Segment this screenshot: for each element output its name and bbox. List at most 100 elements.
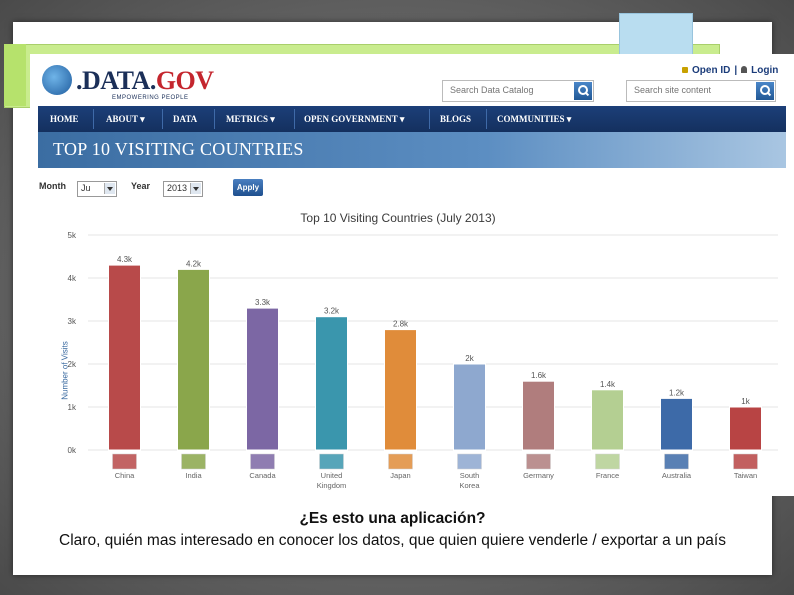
x-tick-label: Korea — [459, 481, 480, 490]
logo-wordmark: .DATA.GOV — [76, 66, 214, 96]
bar — [384, 329, 417, 451]
nav-blogs-label: BLOGS — [440, 114, 472, 124]
x-tick-label: Canada — [249, 471, 276, 480]
chevron-down-icon: ▾ — [270, 114, 275, 124]
bar — [453, 363, 486, 451]
flag-icon — [181, 453, 206, 470]
nav-communities[interactable]: COMMUNITIES ▾ — [497, 106, 571, 132]
flag-icon — [250, 453, 275, 470]
year-label: Year — [131, 181, 151, 191]
x-tick-label: India — [185, 471, 202, 480]
logo-tagline: EMPOWERING PEOPLE — [112, 95, 189, 101]
data-label: 2k — [465, 354, 474, 363]
nav-separator — [294, 109, 295, 129]
logo-dot: . — [76, 66, 83, 95]
user-icon — [741, 66, 748, 73]
slide-caption: ¿Es esto una aplicación? Claro, quién ma… — [13, 508, 772, 551]
data-label: 3.2k — [324, 307, 340, 316]
flag-icon — [595, 453, 620, 470]
flag-icon — [733, 453, 758, 470]
site-search-button[interactable] — [756, 82, 774, 100]
decorative-green-accent — [4, 44, 26, 106]
main-nav: HOME ABOUT ▾ DATA METRICS ▾ OPEN GOVERNM… — [38, 106, 786, 132]
bar — [108, 264, 141, 451]
visits-bar-chart: Top 10 Visiting Countries (July 2013) Nu… — [48, 206, 778, 496]
nav-blogs[interactable]: BLOGS — [440, 106, 471, 132]
site-search-box — [626, 80, 776, 102]
x-tick-label: France — [596, 471, 619, 480]
data-label: 1k — [741, 397, 750, 406]
nav-home-label: HOME — [50, 114, 79, 124]
nav-separator — [162, 109, 163, 129]
x-tick-label: Taiwan — [734, 471, 757, 480]
nav-separator — [486, 109, 487, 129]
nav-communities-label: COMMUNITIES — [497, 114, 565, 124]
flag-icon — [664, 453, 689, 470]
nav-data[interactable]: DATA — [173, 106, 197, 132]
link-divider: | — [734, 65, 738, 76]
logo-gov: GOV — [155, 66, 214, 95]
y-tick-label: 1k — [68, 403, 77, 412]
year-select[interactable]: 2013 — [163, 181, 203, 197]
flag-icon — [112, 453, 137, 470]
chevron-down-icon: ▾ — [140, 114, 145, 124]
nav-open-government-label: OPEN GOVERNMENT — [304, 114, 398, 124]
page-banner: TOP 10 VISITING COUNTRIES — [38, 132, 786, 168]
nav-about[interactable]: ABOUT ▾ — [106, 106, 145, 132]
caption-text: Claro, quién mas interesado en conocer l… — [59, 531, 726, 549]
year-select-value: 2013 — [167, 183, 188, 193]
nav-home[interactable]: HOME — [50, 106, 79, 132]
data-label: 4.2k — [186, 259, 202, 268]
chevron-down-icon: ▾ — [399, 114, 405, 124]
data-label: 2.8k — [393, 320, 409, 329]
x-tick-label: Japan — [390, 471, 410, 480]
bar — [177, 268, 210, 451]
y-tick-label: 5k — [68, 231, 77, 240]
logo-dot-2: . — [149, 66, 157, 95]
bar — [660, 397, 693, 451]
data-label: 3.3k — [255, 298, 271, 307]
y-tick-label: 3k — [68, 317, 77, 326]
decorative-blue-tab — [619, 13, 693, 55]
y-tick-label: 4k — [68, 274, 77, 283]
open-id-link[interactable]: Open ID — [692, 65, 731, 76]
catalog-search-button[interactable] — [574, 82, 592, 100]
data-label: 1.2k — [669, 388, 685, 397]
month-select-value: Ju — [81, 183, 91, 193]
x-tick-label: China — [115, 471, 135, 480]
flag-icon — [526, 453, 551, 470]
month-select[interactable]: Ju — [77, 181, 117, 197]
x-tick-label: United — [321, 471, 343, 480]
data-label: 4.3k — [117, 255, 133, 264]
month-label: Month — [39, 181, 66, 191]
bar — [522, 380, 555, 451]
x-tick-label: Australia — [662, 471, 692, 480]
globe-icon — [42, 65, 72, 95]
data-label: 1.4k — [600, 380, 616, 389]
site-search-input[interactable] — [632, 84, 756, 96]
catalog-search-input[interactable] — [448, 84, 572, 96]
lock-icon — [682, 67, 688, 73]
nav-separator — [429, 109, 430, 129]
chevron-down-icon — [104, 183, 115, 194]
flag-icon — [319, 453, 344, 470]
datagov-logo[interactable]: .DATA.GOV EMPOWERING PEOPLE — [40, 62, 214, 102]
y-tick-label: 0k — [68, 446, 77, 455]
login-link[interactable]: Login — [751, 65, 779, 76]
bar — [315, 316, 348, 451]
page-title: TOP 10 VISITING COUNTRIES — [53, 139, 304, 159]
nav-metrics[interactable]: METRICS ▾ — [226, 106, 275, 132]
nav-separator — [214, 109, 215, 129]
nav-metrics-label: METRICS — [226, 114, 269, 124]
bar — [729, 406, 762, 451]
catalog-search-box — [442, 80, 594, 102]
nav-about-label: ABOUT — [106, 114, 138, 124]
caption-question: ¿Es esto una aplicación? — [299, 510, 486, 527]
x-tick-label: South — [460, 471, 480, 480]
logo-data: DATA — [82, 66, 150, 95]
chart-title: Top 10 Visiting Countries (July 2013) — [300, 211, 496, 225]
nav-open-government[interactable]: OPEN GOVERNMENT ▾ — [304, 106, 404, 132]
apply-button[interactable]: Apply — [233, 179, 263, 196]
nav-separator — [93, 109, 94, 129]
y-tick-label: 2k — [68, 360, 77, 369]
